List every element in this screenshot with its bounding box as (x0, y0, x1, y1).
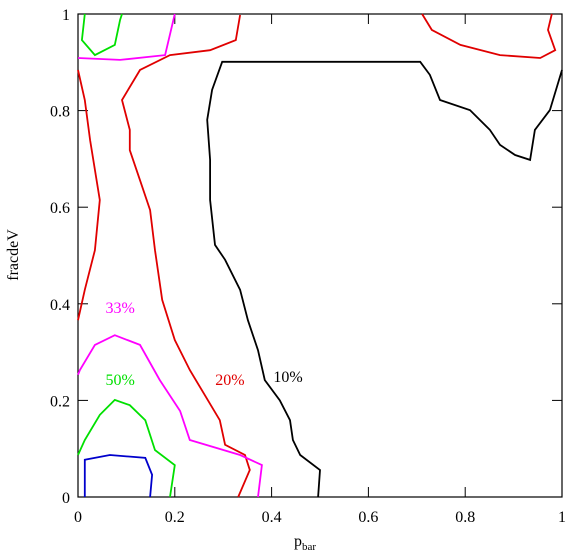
x-tick-label: 0.8 (455, 509, 475, 526)
x-axis-label-main: p (294, 533, 302, 550)
contour-line (77, 13, 557, 498)
x-tick-label: 0.6 (358, 509, 378, 526)
contour-label: 20% (215, 372, 244, 389)
y-tick-label: 0.6 (50, 200, 70, 217)
plot-frame (77, 13, 563, 498)
contour-label: 10% (273, 369, 302, 386)
y-tick-label: 0.2 (50, 393, 70, 410)
x-axis-label: pbar (294, 533, 316, 553)
y-tick-label: 0.4 (50, 297, 70, 314)
contour-label: 50% (105, 372, 134, 389)
contour-line (77, 13, 176, 498)
contour-line (206, 60, 563, 498)
x-tick-label: 0 (74, 509, 82, 526)
y-axis-label: fracdeV (5, 229, 22, 281)
x-axis-label-sub: bar (302, 541, 316, 553)
y-tick-label: 0.8 (50, 104, 70, 121)
contour-label: 33% (105, 300, 134, 317)
y-tick-label: 1 (62, 7, 70, 24)
x-tick-label: 0.4 (262, 509, 282, 526)
x-tick-label: 0.2 (165, 509, 185, 526)
contour-line (77, 13, 263, 498)
contour-line (83, 454, 154, 498)
y-tick-label: 0 (62, 490, 70, 507)
x-tick-label: 1 (558, 509, 566, 526)
